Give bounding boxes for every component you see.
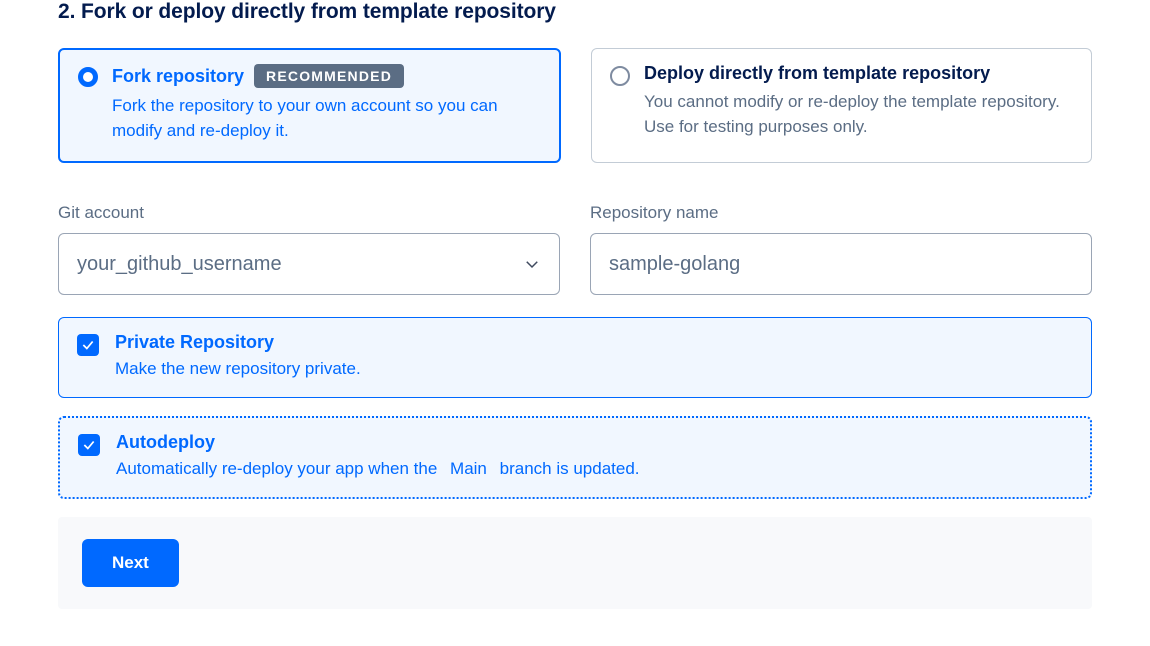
next-button[interactable]: Next: [82, 539, 179, 587]
deploy-direct-option[interactable]: Deploy directly from template repository…: [591, 48, 1092, 163]
direct-option-title: Deploy directly from template repository: [644, 63, 990, 84]
radio-selected-icon: [78, 67, 98, 87]
autodeploy-option[interactable]: Autodeploy Automatically re-deploy your …: [58, 416, 1092, 499]
direct-option-description: You cannot modify or re-deploy the templ…: [644, 90, 1073, 139]
section-heading: 2. Fork or deploy directly from template…: [58, 0, 1092, 24]
fork-option-title: Fork repository: [112, 66, 244, 87]
git-account-label: Git account: [58, 203, 560, 223]
checkbox-checked-icon: [77, 334, 99, 356]
repo-name-input[interactable]: [609, 253, 1073, 276]
autodeploy-desc-pre: Automatically re-deploy your app when th…: [116, 459, 437, 478]
fields-row: Git account your_github_username Reposit…: [58, 203, 1092, 295]
fork-repository-option[interactable]: Fork repository RECOMMENDED Fork the rep…: [58, 48, 561, 163]
repo-name-input-wrap: [590, 233, 1092, 295]
checkbox-checked-icon: [78, 434, 100, 456]
autodeploy-desc-post: branch is updated.: [500, 459, 640, 478]
fork-option-description: Fork the repository to your own account …: [112, 94, 541, 143]
recommended-badge: RECOMMENDED: [254, 64, 404, 88]
autodeploy-branch-name: Main: [442, 459, 495, 479]
private-repo-option[interactable]: Private Repository Make the new reposito…: [58, 317, 1092, 398]
private-repo-title: Private Repository: [115, 332, 361, 353]
git-account-value: your_github_username: [77, 253, 523, 276]
repo-name-field: Repository name: [590, 203, 1092, 295]
autodeploy-title: Autodeploy: [116, 432, 640, 453]
git-account-select[interactable]: your_github_username: [58, 233, 560, 295]
git-account-field: Git account your_github_username: [58, 203, 560, 295]
deploy-option-group: Fork repository RECOMMENDED Fork the rep…: [58, 48, 1092, 163]
footer-actions: Next: [58, 517, 1092, 609]
chevron-down-icon: [523, 255, 541, 273]
private-repo-description: Make the new repository private.: [115, 359, 361, 379]
radio-unselected-icon: [610, 66, 630, 86]
repo-name-label: Repository name: [590, 203, 1092, 223]
autodeploy-description: Automatically re-deploy your app when th…: [116, 459, 640, 479]
